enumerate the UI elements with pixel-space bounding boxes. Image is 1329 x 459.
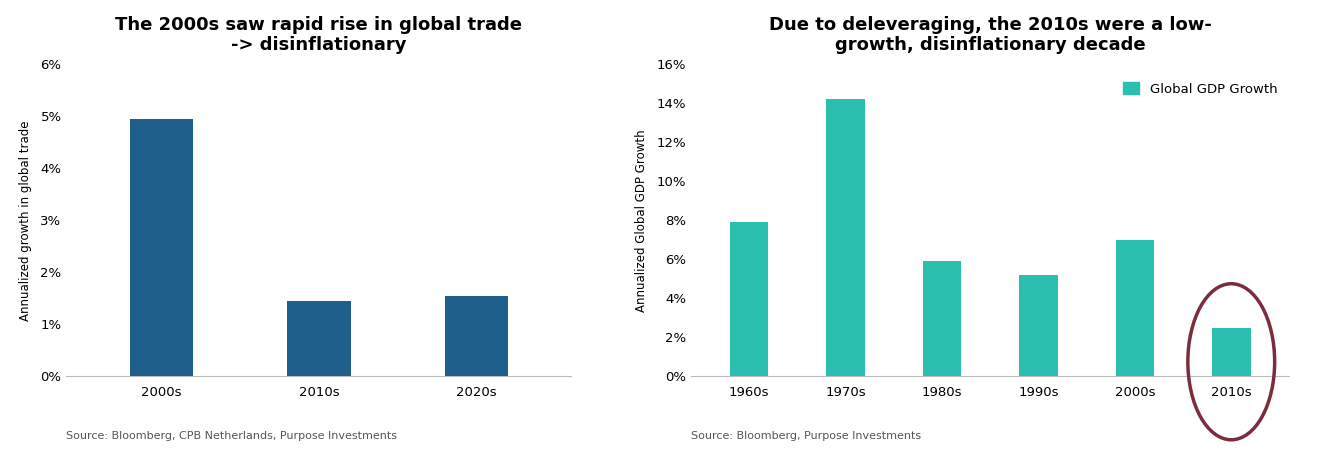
Text: Source: Bloomberg, CPB Netherlands, Purpose Investments: Source: Bloomberg, CPB Netherlands, Purp…: [66, 431, 397, 441]
Text: Source: Bloomberg, Purpose Investments: Source: Bloomberg, Purpose Investments: [691, 431, 921, 441]
Bar: [445, 296, 509, 376]
Bar: [1212, 328, 1251, 376]
Title: The 2000s saw rapid rise in global trade
-> disinflationary: The 2000s saw rapid rise in global trade…: [116, 16, 522, 54]
Y-axis label: Annualized growth in global trade: Annualized growth in global trade: [19, 120, 32, 320]
Bar: [1115, 240, 1154, 376]
Title: Due to deleveraging, the 2010s were a low-
growth, disinflationary decade: Due to deleveraging, the 2010s were a lo…: [768, 16, 1212, 54]
Bar: [827, 99, 865, 376]
Bar: [730, 222, 768, 376]
Y-axis label: Annualized Global GDP Growth: Annualized Global GDP Growth: [635, 129, 649, 312]
Legend: Global GDP Growth: Global GDP Growth: [1118, 77, 1282, 101]
Bar: [922, 261, 961, 376]
Bar: [1019, 275, 1058, 376]
Bar: [287, 301, 351, 376]
Bar: [130, 119, 193, 376]
